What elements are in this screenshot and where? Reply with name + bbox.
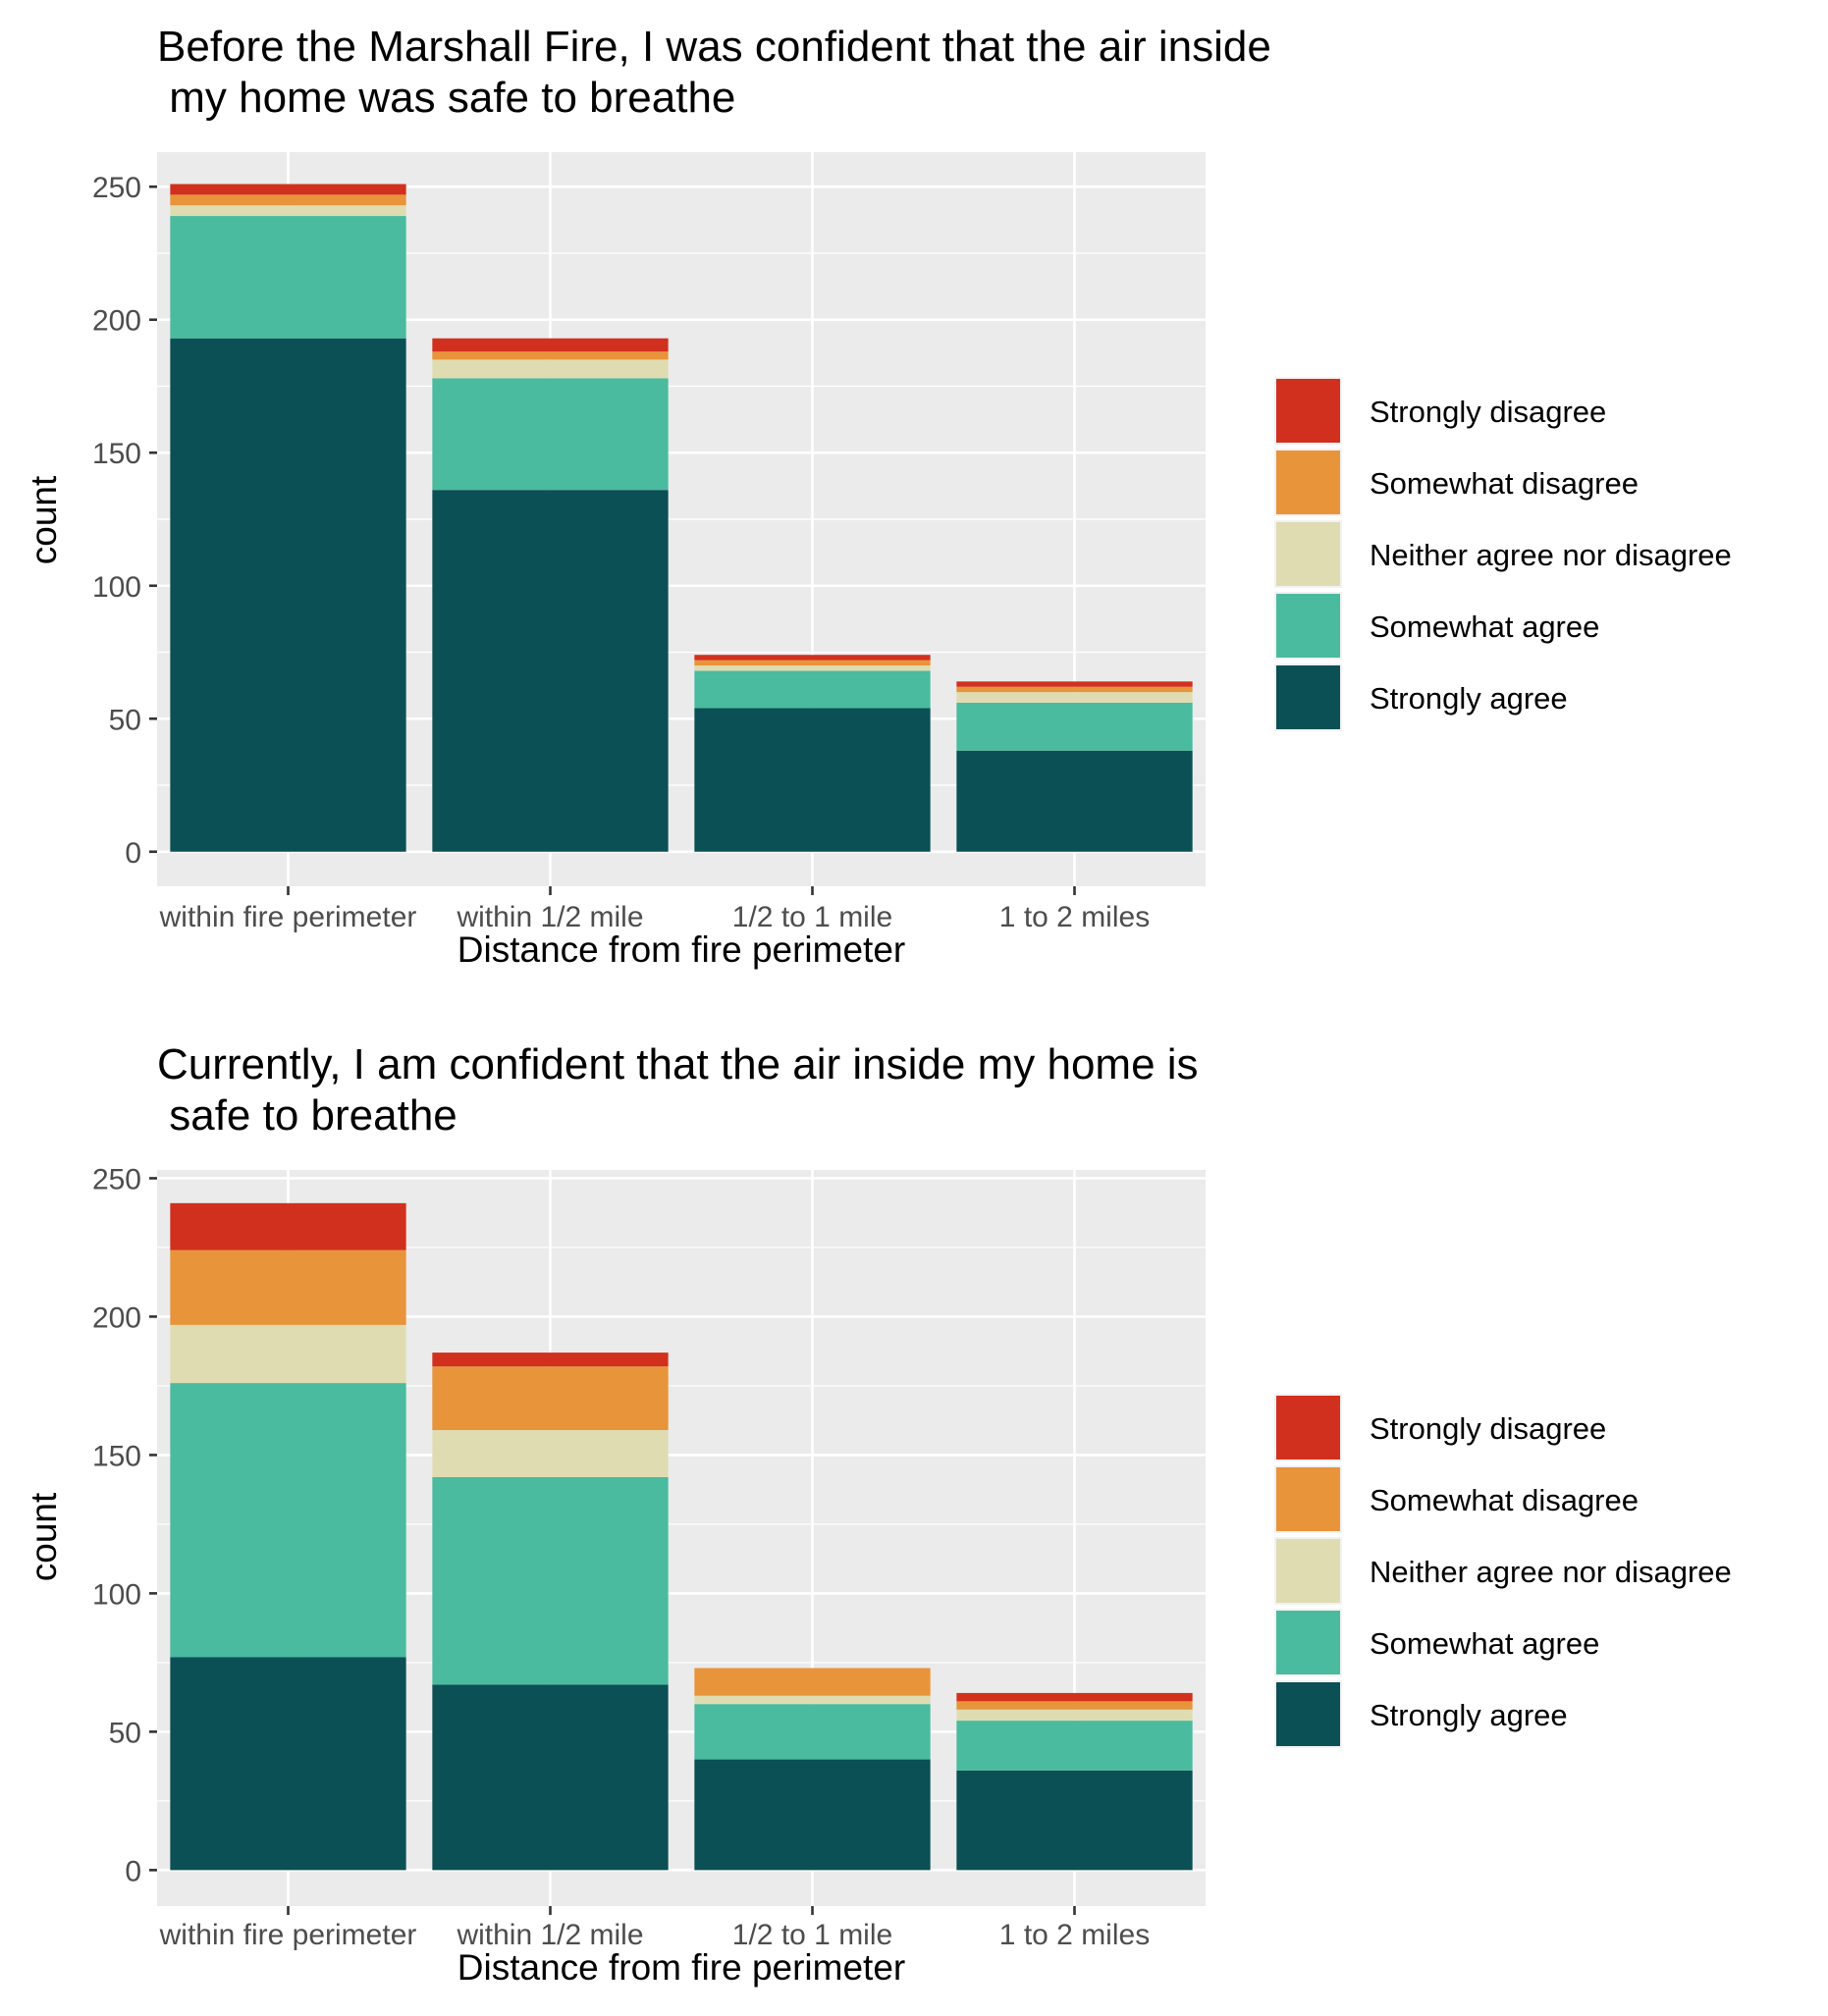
chart-title-line: my home was safe to breathe xyxy=(157,74,735,122)
bar-segment-somewhat-agree xyxy=(956,1721,1193,1771)
bar-segment-strongly-disagree xyxy=(170,1202,406,1250)
bar-segment-strongly-agree xyxy=(694,708,931,852)
bar-segment-neither-agree-nor-disagree xyxy=(694,665,931,671)
bar-segment-neither-agree-nor-disagree xyxy=(956,692,1193,703)
bar-segment-strongly-agree xyxy=(956,750,1193,852)
legend: Strongly disagree Somewhat disagree Neithe… xyxy=(1274,1394,1732,1748)
legend-swatch-somewhat-disagree xyxy=(1276,451,1340,514)
y-tick-label: 50 xyxy=(109,704,141,736)
x-tick-label: 1/2 to 1 mile xyxy=(732,901,892,933)
bar-segment-strongly-disagree xyxy=(956,681,1193,687)
bar-segment-strongly-agree xyxy=(432,490,669,852)
chart-panel-currently: 0 50 100 150 200 250 within fire perimeter with… xyxy=(24,1040,1732,1988)
chart-title: Before the Marshall Fire, I was confiden… xyxy=(157,23,1271,122)
legend-swatch-strongly-agree xyxy=(1276,665,1340,729)
bar-segment-somewhat-disagree xyxy=(170,194,406,206)
y-tick-label: 250 xyxy=(92,1163,141,1195)
bar-segment-somewhat-disagree xyxy=(432,1366,669,1431)
x-tick-label: 1 to 2 miles xyxy=(999,901,1150,933)
y-tick-label: 200 xyxy=(92,1301,141,1334)
x-axis-title: Distance from fire perimeter xyxy=(457,929,905,970)
bar-segment-somewhat-agree xyxy=(694,1704,931,1760)
legend-label: Neither agree nor disagree xyxy=(1370,1555,1732,1589)
legend-swatch-neither-agree-nor-disagree xyxy=(1276,1539,1340,1603)
legend-label: Somewhat disagree xyxy=(1370,1483,1639,1517)
legend-swatch-neither-agree-nor-disagree xyxy=(1276,522,1340,586)
x-tick-label: 1/2 to 1 mile xyxy=(732,1919,892,1951)
legend-label: Strongly agree xyxy=(1370,1698,1568,1732)
y-tick-label: 150 xyxy=(92,438,141,470)
bar-segment-somewhat-disagree xyxy=(956,686,1193,693)
legend-swatch-strongly-disagree xyxy=(1276,379,1340,443)
bar-segment-somewhat-agree xyxy=(432,378,669,491)
bar-segment-neither-agree-nor-disagree xyxy=(694,1695,931,1705)
bar-segment-somewhat-disagree xyxy=(956,1701,1193,1710)
bar-segment-somewhat-agree xyxy=(694,670,931,709)
x-tick-label: within fire perimeter xyxy=(159,901,417,933)
bar-segment-strongly-agree xyxy=(170,1657,406,1871)
x-tick-label: 1 to 2 miles xyxy=(999,1919,1150,1951)
bar-segment-somewhat-agree xyxy=(170,216,406,339)
y-tick-label: 200 xyxy=(92,305,141,338)
legend-label: Strongly agree xyxy=(1370,681,1568,716)
bar-segment-neither-agree-nor-disagree xyxy=(432,359,669,379)
legend-label: Strongly disagree xyxy=(1370,1411,1606,1446)
x-tick-label: within 1/2 mile xyxy=(456,901,643,933)
bar-segment-strongly-disagree xyxy=(694,655,931,661)
bar-segment-neither-agree-nor-disagree xyxy=(170,205,406,217)
legend-swatch-somewhat-disagree xyxy=(1276,1467,1340,1531)
y-tick-label: 100 xyxy=(92,571,141,604)
legend-swatch-somewhat-agree xyxy=(1276,594,1340,658)
bar-segment-somewhat-disagree xyxy=(694,1668,931,1696)
y-tick-label: 50 xyxy=(109,1717,141,1749)
y-tick-label: 250 xyxy=(92,172,141,204)
y-tick-label: 150 xyxy=(92,1440,141,1472)
y-tick-label: 0 xyxy=(125,837,141,870)
bar-segment-neither-agree-nor-disagree xyxy=(956,1709,1193,1722)
legend-swatch-strongly-agree xyxy=(1276,1682,1340,1746)
x-tick-label: within 1/2 mile xyxy=(456,1919,643,1951)
bar-segment-strongly-agree xyxy=(694,1759,931,1871)
y-tick-label: 0 xyxy=(125,1855,141,1887)
bar-segment-somewhat-agree xyxy=(432,1476,669,1685)
legend-label: Neither agree nor disagree xyxy=(1370,538,1732,572)
legend-swatch-strongly-disagree xyxy=(1276,1396,1340,1459)
bar-segment-strongly-disagree xyxy=(170,184,406,195)
bar-segment-strongly-agree xyxy=(170,338,406,852)
chart-title: Currently, I am confident that the air i… xyxy=(157,1040,1199,1140)
legend-label: Somewhat agree xyxy=(1370,610,1599,644)
chart-panel-before: 0 50 100 150 200 250 within fire perimeter with… xyxy=(24,23,1732,970)
bar-segment-somewhat-agree xyxy=(956,703,1193,751)
bar-segment-neither-agree-nor-disagree xyxy=(170,1324,406,1384)
y-tick-label: 100 xyxy=(92,1578,141,1611)
bar-segment-strongly-agree xyxy=(956,1770,1193,1871)
bar-segment-strongly-agree xyxy=(432,1684,669,1871)
bar-segment-somewhat-disagree xyxy=(432,351,669,360)
chart-title-line: Currently, I am confident that the air i… xyxy=(157,1040,1199,1088)
bar-segment-neither-agree-nor-disagree xyxy=(432,1430,669,1477)
legend-label: Somewhat disagree xyxy=(1370,466,1639,501)
bar-segment-strongly-disagree xyxy=(432,1353,669,1367)
x-tick-label: within fire perimeter xyxy=(159,1919,417,1951)
x-axis-title: Distance from fire perimeter xyxy=(457,1947,905,1988)
bar-segment-somewhat-disagree xyxy=(170,1249,406,1325)
legend-swatch-somewhat-agree xyxy=(1276,1611,1340,1674)
bar-segment-strongly-disagree xyxy=(432,338,669,352)
y-axis-title: count xyxy=(24,475,64,564)
bar-segment-somewhat-disagree xyxy=(694,660,931,666)
legend-label: Somewhat agree xyxy=(1370,1626,1599,1661)
chart-title-line: Before the Marshall Fire, I was confiden… xyxy=(157,23,1271,71)
y-axis-title: count xyxy=(24,1492,64,1581)
bar-segment-somewhat-agree xyxy=(170,1383,406,1658)
legend: Strongly disagree Somewhat disagree Neithe… xyxy=(1274,377,1732,731)
chart-title-line: safe to breathe xyxy=(157,1091,457,1140)
legend-label: Strongly disagree xyxy=(1370,395,1606,429)
bar-segment-strongly-disagree xyxy=(956,1692,1193,1702)
